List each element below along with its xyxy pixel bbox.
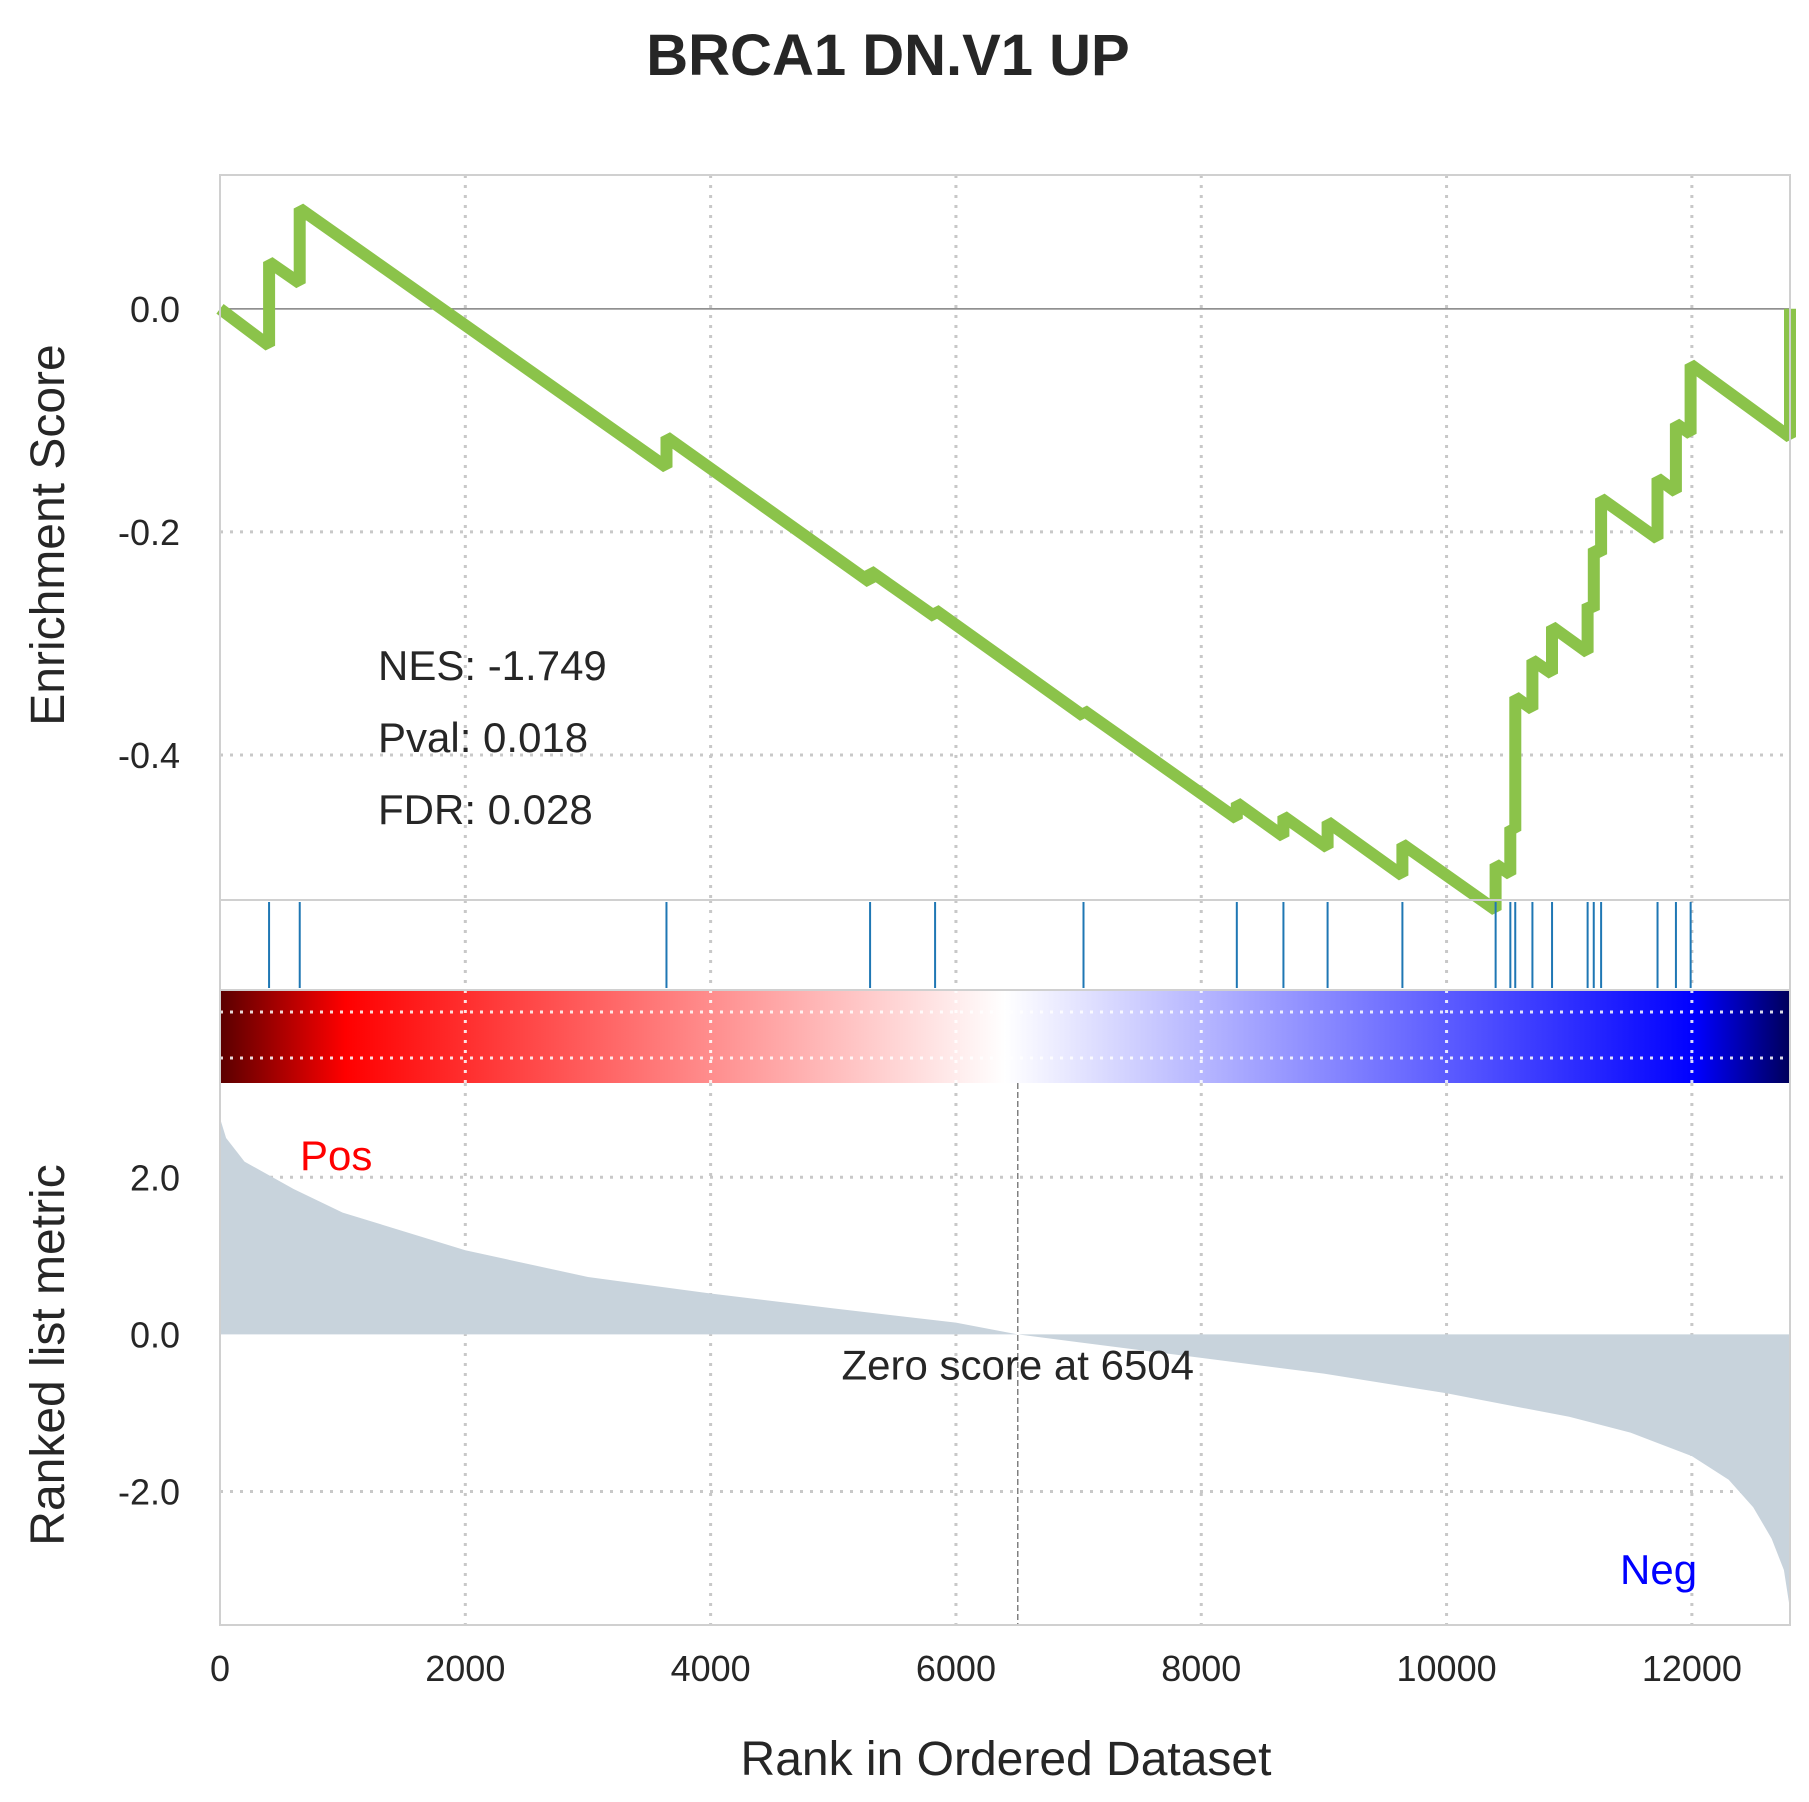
rank-heatmap-panel [220,990,1790,1083]
zero-score-label: Zero score at 6504 [841,1341,1194,1388]
ranked-metric-axis-label: Ranked list metric [22,1164,75,1545]
stat-pval: Pval: 0.018 [378,714,588,761]
hits-panel-frame [219,899,1791,991]
metric-y-tick-label: -2.0 [118,1471,180,1512]
es-y-tick-label: -0.4 [118,735,180,776]
metric-y-tick-label: 2.0 [130,1157,180,1198]
rank-color-strip [220,990,1790,1083]
metric-panel-frame [219,989,1791,1626]
chart-title: BRCA1 DN.V1 UP [646,23,1129,88]
es-y-tick-label: 0.0 [130,289,180,330]
pos-label: Pos [300,1132,372,1179]
running-enrichment-score-line [216,203,1796,915]
neg-label: Neg [1620,1546,1697,1593]
x-tick-label: 0 [210,1648,230,1689]
ranked-metric-area [220,1118,1790,1610]
x-tick-label: 10000 [1397,1648,1497,1689]
gene-hits-panel [219,899,1791,991]
stat-nes: NES: -1.749 [378,642,607,689]
enrichment-score-panel: 0.0 -0.2 -0.4 NES: -1.749 Pval: 0.018 FDR: 0.… [118,174,1796,915]
x-tick-label: 12000 [1642,1648,1742,1689]
x-axis-label: Rank in Ordered Dataset [741,1733,1272,1786]
x-axis: 0 2000 4000 6000 8000 10000 12000 [210,1648,1742,1689]
x-tick-label: 8000 [1161,1648,1241,1689]
stat-fdr: FDR: 0.028 [378,786,593,833]
x-tick-label: 4000 [671,1648,751,1689]
es-y-tick-label: -0.2 [118,512,180,553]
metric-y-tick-label: 0.0 [130,1314,180,1355]
x-tick-label: 6000 [916,1648,996,1689]
enrichment-score-axis-label: Enrichment Score [22,344,75,726]
ranked-metric-panel: 2.0 0.0 -2.0 Zero score at 6504 Pos Neg [118,989,1791,1626]
x-tick-label: 2000 [425,1648,505,1689]
